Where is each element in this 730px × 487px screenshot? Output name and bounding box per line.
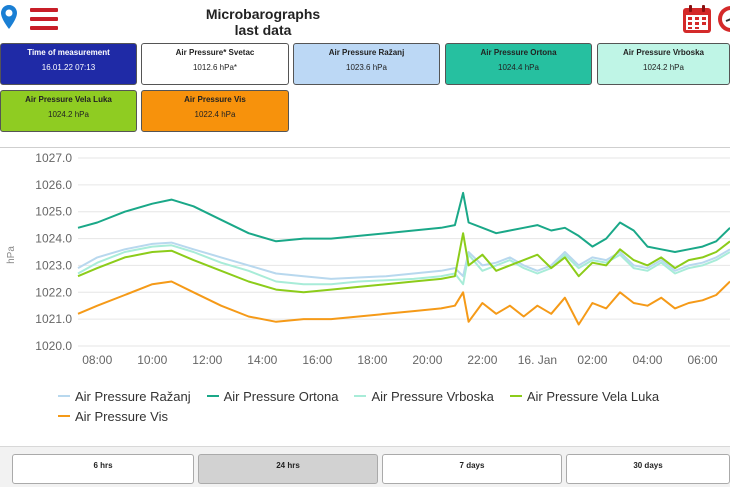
- series-line-2: [77, 244, 730, 286]
- range-button-7-days[interactable]: 7 days: [382, 454, 562, 484]
- page-title: Microbarographs last data: [160, 6, 366, 38]
- tile-air-pressure-ortona: Air Pressure Ortona 1024.4 hPa: [445, 43, 592, 85]
- range-button-30-days[interactable]: 30 days: [566, 454, 730, 484]
- title-line-2: last data: [234, 22, 292, 38]
- x-tick-label: 16. Jan: [518, 353, 557, 367]
- legend-swatch: [206, 395, 219, 397]
- tile-label: Air Pressure Vela Luka: [25, 95, 112, 104]
- x-tick-label: 22:00: [467, 353, 497, 367]
- y-tick-label: 1027.0: [35, 151, 72, 165]
- range-button-label: 24 hrs: [276, 461, 300, 470]
- x-tick-label: 02:00: [577, 353, 607, 367]
- x-tick-label: 08:00: [82, 353, 112, 367]
- tile-value: 1024.2 hPa: [643, 63, 684, 72]
- tile-value: 16.01.22 07:13: [41, 63, 96, 72]
- tile-label: Air Pressure* Svetac: [175, 48, 255, 57]
- legend-swatch: [354, 395, 367, 397]
- legend-row: Air Pressure Vis: [58, 406, 730, 426]
- divider: [0, 147, 730, 148]
- hamburger-menu-icon[interactable]: [30, 8, 58, 30]
- pressure-chart: hPa 1020.0 1021.0 1022.0 1023.0 1024.0 1025.0…: [6, 151, 730, 367]
- y-tick-label: 1025.0: [35, 205, 72, 219]
- calendar-icon[interactable]: [682, 4, 712, 34]
- title-line-1: Microbarographs: [205, 6, 321, 22]
- legend-label: Air Pressure Ražanj: [75, 388, 191, 404]
- series-line-4: [77, 280, 730, 326]
- y-axis-title: hPa: [6, 246, 17, 264]
- y-tick-label: 1026.0: [35, 178, 72, 192]
- range-button-label: 7 days: [459, 461, 485, 470]
- series-line-1: [77, 191, 730, 253]
- x-tick-label: 04:00: [632, 353, 662, 367]
- legend-label: Air Pressure Vis: [75, 408, 168, 424]
- location-pin-icon[interactable]: [0, 4, 18, 30]
- range-selector: 6 hrs 24 hrs 7 days 30 days: [0, 446, 730, 487]
- tile-label: Air Pressure Vis: [184, 95, 246, 104]
- legend-label: Air Pressure Vrboska: [371, 388, 494, 404]
- x-tick-label: 18:00: [357, 353, 387, 367]
- series-line-0: [77, 241, 730, 280]
- range-button-6-hrs[interactable]: 6 hrs: [12, 454, 194, 484]
- y-tick-label: 1024.0: [35, 232, 72, 246]
- x-tick-label: 16:00: [302, 353, 332, 367]
- legend-label: Air Pressure Ortona: [223, 388, 339, 404]
- tile-time-of-measurement: Time of measurement 16.01.22 07:13: [0, 43, 137, 85]
- y-tick-label: 1021.0: [35, 312, 72, 326]
- tile-label: Time of measurement: [27, 48, 110, 57]
- top-bar: Microbarographs last data: [0, 0, 730, 42]
- x-tick-label: 10:00: [137, 353, 167, 367]
- legend-item[interactable]: Air Pressure Vis: [58, 409, 168, 424]
- tile-label: Air Pressure Ražanj: [328, 48, 405, 57]
- range-button-label: 6 hrs: [93, 461, 113, 470]
- tile-air-pressure-vis: Air Pressure Vis 1022.4 hPa: [141, 90, 289, 132]
- x-tick-label: 14:00: [247, 353, 277, 367]
- tile-value: 1024.2 hPa: [48, 110, 89, 119]
- y-tick-label: 1022.0: [35, 285, 72, 299]
- legend-swatch: [58, 395, 70, 397]
- tile-value: 1024.4 hPa: [498, 63, 539, 72]
- legend-item[interactable]: Air Pressure Ortona: [206, 388, 339, 404]
- legend-swatch: [509, 395, 522, 397]
- legend-item[interactable]: Air Pressure Vrboska: [354, 388, 494, 404]
- settings-icon[interactable]: [716, 4, 730, 34]
- tile-label: Air Pressure Ortona: [480, 48, 557, 57]
- range-button-24-hrs[interactable]: 24 hrs: [198, 454, 378, 484]
- x-tick-label: 12:00: [192, 353, 222, 367]
- y-tick-label: 1023.0: [35, 258, 72, 272]
- range-button-label: 30 days: [633, 461, 663, 470]
- tile-value: 1012.6 hPa*: [192, 63, 238, 72]
- y-tick-label: 1020.0: [35, 339, 72, 353]
- tile-label: Air Pressure Vrboska: [623, 48, 704, 57]
- legend-swatch: [58, 415, 70, 417]
- x-tick-label: 06:00: [687, 353, 717, 367]
- chart-legend: Air Pressure Ražanj Air Pressure Ortona Ai…: [58, 386, 730, 426]
- legend-item[interactable]: Air Pressure Ražanj: [58, 389, 191, 404]
- tile-air-pressure-svetac: Air Pressure* Svetac 1012.6 hPa*: [141, 43, 289, 85]
- legend-row: Air Pressure Ražanj Air Pressure Ortona Ai…: [58, 386, 730, 406]
- x-tick-label: 20:00: [412, 353, 442, 367]
- series-line-3: [77, 232, 730, 294]
- tile-air-pressure-razanj: Air Pressure Ražanj 1023.6 hPa: [293, 43, 440, 85]
- tile-air-pressure-vrboska: Air Pressure Vrboska 1024.2 hPa: [597, 43, 730, 85]
- tile-value: 1023.6 hPa: [346, 63, 387, 72]
- tile-value: 1022.4 hPa: [194, 110, 236, 119]
- tile-air-pressure-vela-luka: Air Pressure Vela Luka 1024.2 hPa: [0, 90, 137, 132]
- legend-item[interactable]: Air Pressure Vela Luka: [509, 388, 660, 404]
- legend-label: Air Pressure Vela Luka: [526, 388, 660, 404]
